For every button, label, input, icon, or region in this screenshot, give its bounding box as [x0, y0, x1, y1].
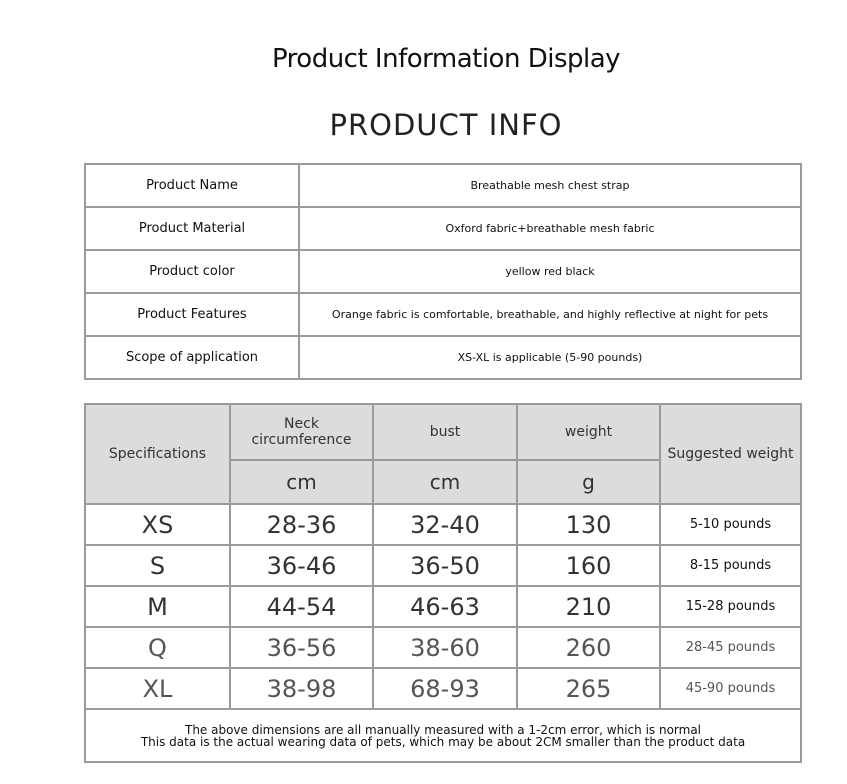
header-weight: weight [516, 403, 661, 461]
cell-bust: 68-93 [372, 667, 518, 710]
cell-suggested: 28-45 pounds [659, 626, 802, 669]
info-value: XS-XL is applicable (5-90 pounds) [298, 335, 802, 380]
info-label: Product Features [84, 292, 300, 337]
size-row: XL 38-98 68-93 265 45-90 pounds [84, 667, 802, 710]
cell-size: XS [84, 503, 231, 546]
cell-bust: 46-63 [372, 585, 518, 628]
page-title: Product Information Display [271, 44, 621, 74]
size-table: Specifications Neck circumference bust w… [84, 403, 802, 763]
info-value: Breathable mesh chest strap [298, 163, 802, 208]
cell-size: S [84, 544, 231, 587]
cell-neck: 36-46 [229, 544, 374, 587]
info-label: Scope of application [84, 335, 300, 380]
info-row: Product Features Orange fabric is comfort… [84, 292, 802, 337]
header-neck: Neck circumference [229, 403, 374, 461]
cell-size: XL [84, 667, 231, 710]
cell-bust: 38-60 [372, 626, 518, 669]
unit-neck: cm [229, 459, 374, 505]
cell-suggested: 5-10 pounds [659, 503, 802, 546]
info-row: Scope of application XS-XL is applicable … [84, 335, 802, 380]
info-value: Orange fabric is comfortable, breathable… [298, 292, 802, 337]
info-value: yellow red black [298, 249, 802, 294]
cell-suggested: 15-28 pounds [659, 585, 802, 628]
header-row: Specifications Neck circumference bust w… [84, 403, 802, 505]
cell-neck: 44-54 [229, 585, 374, 628]
section-title: PRODUCT INFO [329, 108, 563, 142]
cell-size: M [84, 585, 231, 628]
info-row: Product Name Breathable mesh chest strap [84, 163, 802, 208]
cell-neck: 38-98 [229, 667, 374, 710]
unit-weight: g [516, 459, 661, 505]
cell-neck: 28-36 [229, 503, 374, 546]
cell-suggested: 45-90 pounds [659, 667, 802, 710]
note-cell: The above dimensions are all manually me… [84, 708, 802, 763]
cell-weight: 210 [516, 585, 661, 628]
header-spec: Specifications [84, 403, 231, 505]
info-label: Product Name [84, 163, 300, 208]
header-bust: bust [372, 403, 518, 461]
unit-bust: cm [372, 459, 518, 505]
header-suggested: Suggested weight [659, 403, 802, 505]
cell-suggested: 8-15 pounds [659, 544, 802, 587]
info-label: Product color [84, 249, 300, 294]
size-row: Q 36-56 38-60 260 28-45 pounds [84, 626, 802, 669]
cell-weight: 265 [516, 667, 661, 710]
note-line-1: The above dimensions are all manually me… [184, 722, 702, 737]
info-row: Product Material Oxford fabric+breathable… [84, 206, 802, 251]
cell-weight: 130 [516, 503, 661, 546]
size-row: M 44-54 46-63 210 15-28 pounds [84, 585, 802, 628]
info-label: Product Material [84, 206, 300, 251]
cell-neck: 36-56 [229, 626, 374, 669]
cell-weight: 160 [516, 544, 661, 587]
cell-size: Q [84, 626, 231, 669]
cell-bust: 36-50 [372, 544, 518, 587]
cell-bust: 32-40 [372, 503, 518, 546]
cell-weight: 260 [516, 626, 661, 669]
info-value: Oxford fabric+breathable mesh fabric [298, 206, 802, 251]
size-row: S 36-46 36-50 160 8-15 pounds [84, 544, 802, 587]
size-row: XS 28-36 32-40 130 5-10 pounds [84, 503, 802, 546]
note-row: The above dimensions are all manually me… [84, 708, 802, 763]
units-row: cm cm g [85, 459, 801, 505]
info-row: Product color yellow red black [84, 249, 802, 294]
note-line-2: This data is the actual wearing data of … [140, 734, 746, 749]
product-info-table: Product Name Breathable mesh chest strap P… [84, 163, 802, 380]
